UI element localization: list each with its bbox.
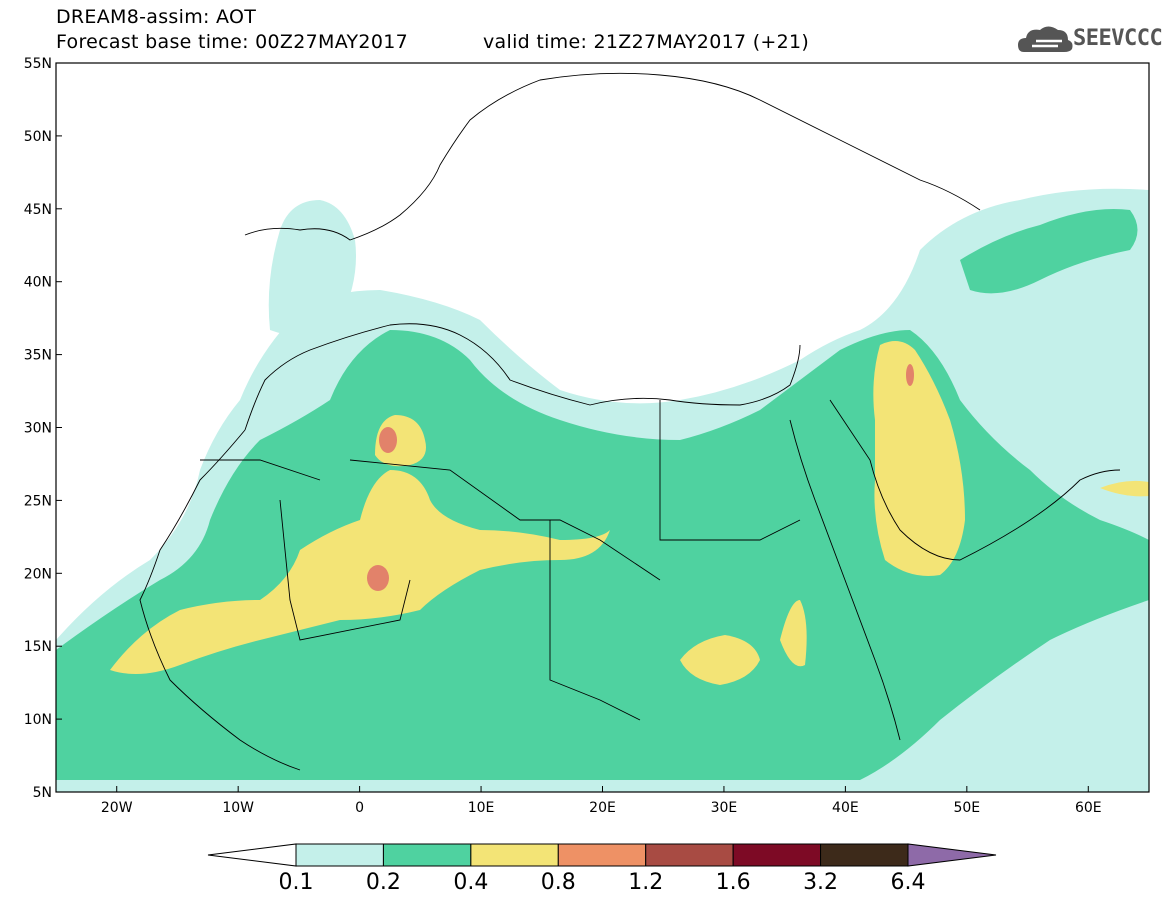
border-1	[349, 459, 661, 581]
lat-tick-label: 35N	[24, 348, 52, 364]
lon-tick-label: 60E	[1075, 800, 1102, 816]
colorbar-box	[820, 843, 909, 867]
colorbar-level-label: 0.1	[278, 870, 314, 895]
colorbar-level-label: 6.4	[890, 870, 926, 895]
colorbar-box	[732, 843, 822, 867]
coast-europe	[244, 72, 981, 241]
aot-mid-caspian	[960, 209, 1138, 294]
coast-red-sea	[789, 419, 901, 741]
lat-tick-label: 45N	[24, 202, 52, 218]
colorbar-level-label: 1.2	[628, 870, 664, 895]
lon-tick-label: 0	[355, 800, 364, 816]
lon-tick-label: 40E	[832, 800, 859, 816]
aot-high-eritrea	[780, 600, 807, 667]
border-3	[200, 459, 321, 481]
colorbar-box	[295, 843, 384, 867]
border-5	[549, 520, 641, 721]
colorbar-level-label: 0.8	[540, 870, 576, 895]
colorbar-box	[645, 843, 734, 867]
lon-tick-label: 30E	[711, 800, 738, 816]
lat-tick-label: 20N	[24, 566, 52, 582]
colorbar-level-label: 1.6	[715, 870, 751, 895]
map-title: DREAM8-assim: AOT	[56, 6, 257, 28]
forecast-base-time: Forecast base time: 00Z27MAY2017	[56, 31, 408, 53]
colorbar	[207, 843, 997, 867]
colorbar-level-label: 3.2	[803, 870, 839, 895]
coastlines	[139, 72, 1121, 771]
lon-tick-label: 50E	[953, 800, 980, 816]
lat-tick-label: 30N	[24, 421, 52, 437]
valid-time: valid time: 21Z27MAY2017 (+21)	[483, 31, 810, 53]
aot-high-arabia	[873, 341, 965, 576]
aot-high-oman	[1100, 480, 1149, 497]
colorbar-upper-arrow	[907, 843, 997, 867]
lon-tick-label: 20W	[101, 800, 133, 816]
cloud-logo-icon	[1018, 26, 1073, 52]
coast-africa-west	[139, 429, 301, 771]
border-2	[279, 499, 411, 641]
lon-ticks: 20W 10W 0 10E 20E 30E 40E 50E 60E	[101, 786, 1102, 816]
aot-high-sudan	[680, 635, 760, 685]
aot-vhigh-niger	[367, 565, 389, 591]
coast-arabia	[829, 399, 1121, 561]
coast-africa-north	[244, 323, 801, 431]
border-4	[659, 400, 801, 541]
colorbar-box	[382, 843, 472, 867]
lat-tick-label: 10N	[24, 712, 52, 728]
aot-low-iberia	[268, 200, 356, 336]
lon-tick-label: 10W	[222, 800, 254, 816]
lat-tick-label: 25N	[24, 493, 52, 509]
colorbar-level-label: 0.2	[365, 870, 401, 895]
aot-field	[56, 188, 1149, 792]
colorbar-box	[557, 843, 647, 867]
lat-tick-label: 5N	[33, 785, 52, 801]
logo-text: SEEVCCC	[1073, 26, 1163, 51]
lat-tick-label: 55N	[24, 56, 52, 72]
colorbar-lower-arrow	[207, 843, 297, 867]
colorbar-level-label: 0.4	[453, 870, 489, 895]
aot-vhigh-iraq	[906, 364, 914, 386]
lat-tick-label: 40N	[24, 275, 52, 291]
lat-tick-label: 50N	[24, 129, 52, 145]
colorbar-box	[470, 843, 559, 867]
aot-vhigh-algeria	[379, 427, 397, 453]
lon-tick-label: 20E	[589, 800, 616, 816]
aot-high-sahel	[110, 470, 610, 674]
lat-ticks: 55N 50N 45N 40N 35N 30N 25N 20N 15N 10N 5N	[24, 56, 62, 801]
lon-tick-label: 10E	[468, 800, 495, 816]
lat-tick-label: 15N	[24, 639, 52, 655]
